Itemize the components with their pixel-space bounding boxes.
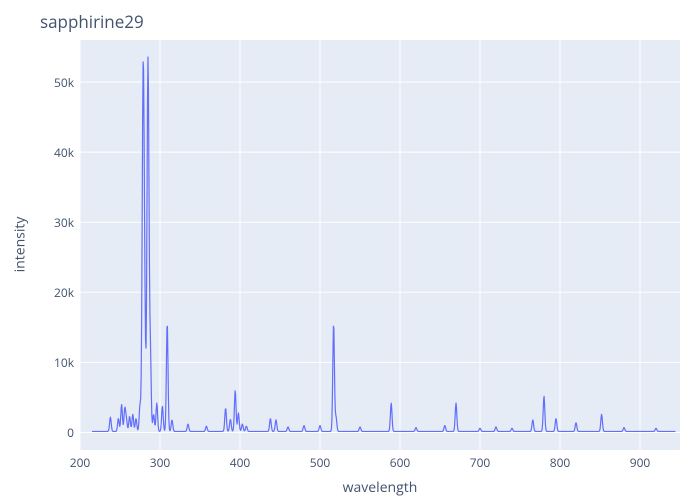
y-tick-label: 50k — [34, 74, 74, 91]
x-tick-label: 800 — [540, 454, 580, 471]
chart-title: sapphirine29 — [40, 10, 144, 33]
x-axis-label: wavelength — [80, 478, 680, 497]
y-axis-label: intensity — [11, 195, 30, 295]
y-tick-label: 10k — [34, 354, 74, 371]
spectrum-chart: sapphirine29 wavelength intensity 200 300… — [0, 0, 700, 500]
y-tick-label: 40k — [34, 144, 74, 161]
y-tick-label: 0 — [34, 424, 74, 441]
plot-svg — [80, 40, 680, 450]
y-tick-label: 20k — [34, 284, 74, 301]
x-tick-label: 500 — [300, 454, 340, 471]
x-tick-label: 200 — [60, 454, 100, 471]
x-tick-label: 600 — [380, 454, 420, 471]
x-tick-label: 400 — [220, 454, 260, 471]
x-tick-label: 300 — [140, 454, 180, 471]
x-tick-label: 700 — [460, 454, 500, 471]
y-tick-label: 30k — [34, 214, 74, 231]
plot-area — [80, 40, 680, 450]
x-tick-label: 900 — [620, 454, 660, 471]
plot-background — [80, 40, 680, 450]
